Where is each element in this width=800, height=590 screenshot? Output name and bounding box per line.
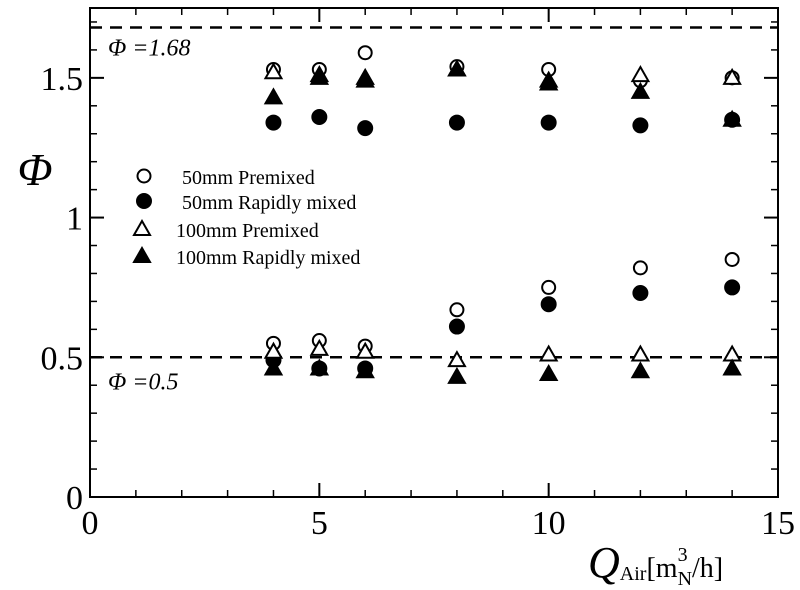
data-point [538, 73, 559, 91]
legend-label: 50mm Premixed [182, 167, 315, 189]
data-point [722, 109, 742, 127]
legend-marker [132, 218, 152, 236]
y-tick-label: 1.5 [41, 61, 84, 98]
axis-ticks [89, 8, 779, 498]
x-axis-label-subscript: Air [620, 563, 647, 585]
legend: 50mm Premixed 50mm Rapidly mixed 100mm Pre… [132, 167, 360, 269]
data-point [447, 59, 467, 77]
data-point [630, 344, 651, 362]
x-axis-label: QAir[m3 N/h] [588, 538, 723, 590]
data-point [263, 62, 284, 80]
data-point [724, 279, 741, 296]
data-point [447, 366, 467, 384]
legend-marker [132, 245, 152, 263]
reference-line-label: Φ =1.68 [108, 36, 190, 62]
x-tick-label: 0 [82, 505, 99, 542]
x-axis-label-unit-open: [m [646, 553, 677, 584]
data-point [722, 358, 742, 376]
y-tick-label: 0.5 [41, 340, 84, 377]
data-point [630, 65, 651, 83]
reference-line-label: Φ =0.5 [108, 369, 178, 395]
data-point [722, 344, 742, 362]
legend-label: 100mm Rapidly mixed [176, 247, 360, 269]
data-point [541, 279, 557, 295]
data-point [448, 114, 465, 131]
data-point [309, 338, 330, 356]
data-point [632, 260, 648, 276]
data-points [263, 45, 742, 384]
data-point [263, 341, 284, 359]
y-axis-label: Φ [17, 144, 52, 195]
x-axis-label-unit-close: /h] [692, 553, 723, 584]
data-point [630, 361, 651, 379]
data-point [355, 70, 375, 88]
x-axis-label-unit-sub: N [678, 568, 692, 590]
reference-line-labels: Φ =1.68 Φ =0.5 [108, 36, 190, 396]
data-point [724, 251, 740, 267]
y-tick-label: 1 [66, 201, 83, 238]
data-point [540, 296, 557, 313]
data-point [265, 114, 282, 131]
data-point [630, 81, 651, 99]
data-point [263, 358, 284, 376]
legend-marker [136, 193, 152, 209]
data-point [263, 87, 284, 105]
legend-marker [136, 168, 152, 184]
data-point [538, 364, 559, 382]
data-point [357, 45, 373, 61]
reference-lines [90, 26, 778, 359]
data-point [447, 350, 467, 368]
plot-frame [89, 7, 779, 498]
y-tick-label: 0 [66, 480, 83, 517]
legend-label: 50mm Rapidly mixed [182, 192, 356, 214]
data-point [632, 117, 649, 134]
legend-label: 100mm Premixed [176, 220, 319, 242]
x-tick-label: 15 [761, 505, 795, 542]
data-point [357, 120, 374, 137]
x-axis-label-symbol: Q [588, 538, 620, 587]
data-point [355, 341, 375, 359]
data-point [311, 108, 328, 125]
data-point [449, 302, 465, 318]
data-point [309, 358, 330, 376]
data-point [448, 318, 465, 335]
data-point [538, 344, 559, 362]
data-point [632, 285, 649, 302]
data-point [540, 114, 557, 131]
x-tick-label: 10 [532, 505, 566, 542]
data-point [355, 361, 375, 379]
tick-labels: 0 5 10 15 0 0.5 1 1.5 [41, 61, 796, 542]
x-axis-label-unit-sup: 3 [678, 544, 688, 566]
data-point [722, 67, 742, 85]
x-tick-label: 5 [311, 505, 328, 542]
data-point [309, 67, 330, 85]
